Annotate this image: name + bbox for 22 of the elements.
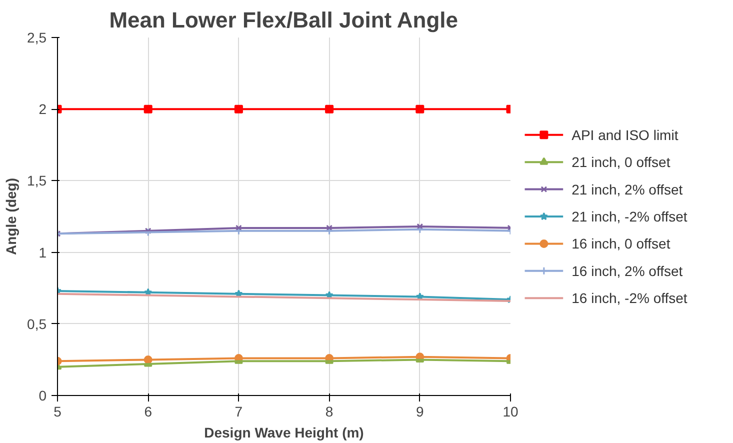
- x-tick-label: 5: [54, 404, 62, 420]
- x-tick-label: 6: [144, 404, 152, 420]
- x-tick-label: 10: [502, 404, 518, 420]
- x-tick-label: 7: [234, 404, 243, 420]
- legend-label: 21 inch, 0 offset: [572, 154, 670, 170]
- chart-title: Mean Lower Flex/Ball Joint Angle: [109, 8, 458, 32]
- x-tick-label: 8: [325, 404, 334, 420]
- legend-label: 21 inch, 2% offset: [572, 181, 683, 198]
- legend-label: 16 inch, -2% offset: [572, 290, 688, 306]
- y-tick-label: 1,5: [27, 172, 47, 189]
- y-tick-label: 1: [38, 244, 47, 260]
- y-tick-label: 0: [38, 388, 47, 404]
- legend-label: 16 inch, 0 offset: [572, 236, 670, 252]
- y-tick-label: 0,5: [27, 316, 47, 332]
- legend-label: API and ISO limit: [572, 126, 678, 143]
- y-tick-label: 2,5: [27, 30, 47, 46]
- y-tick-label: 2: [38, 101, 47, 118]
- x-tick-label: 9: [416, 404, 424, 420]
- legend-label: 21 inch, -2% offset: [572, 208, 688, 224]
- legend-label: 16 inch, 2% offset: [572, 262, 683, 279]
- y-axis-title: Angle (deg): [3, 178, 20, 255]
- x-axis-title: Design Wave Height (m): [204, 424, 364, 440]
